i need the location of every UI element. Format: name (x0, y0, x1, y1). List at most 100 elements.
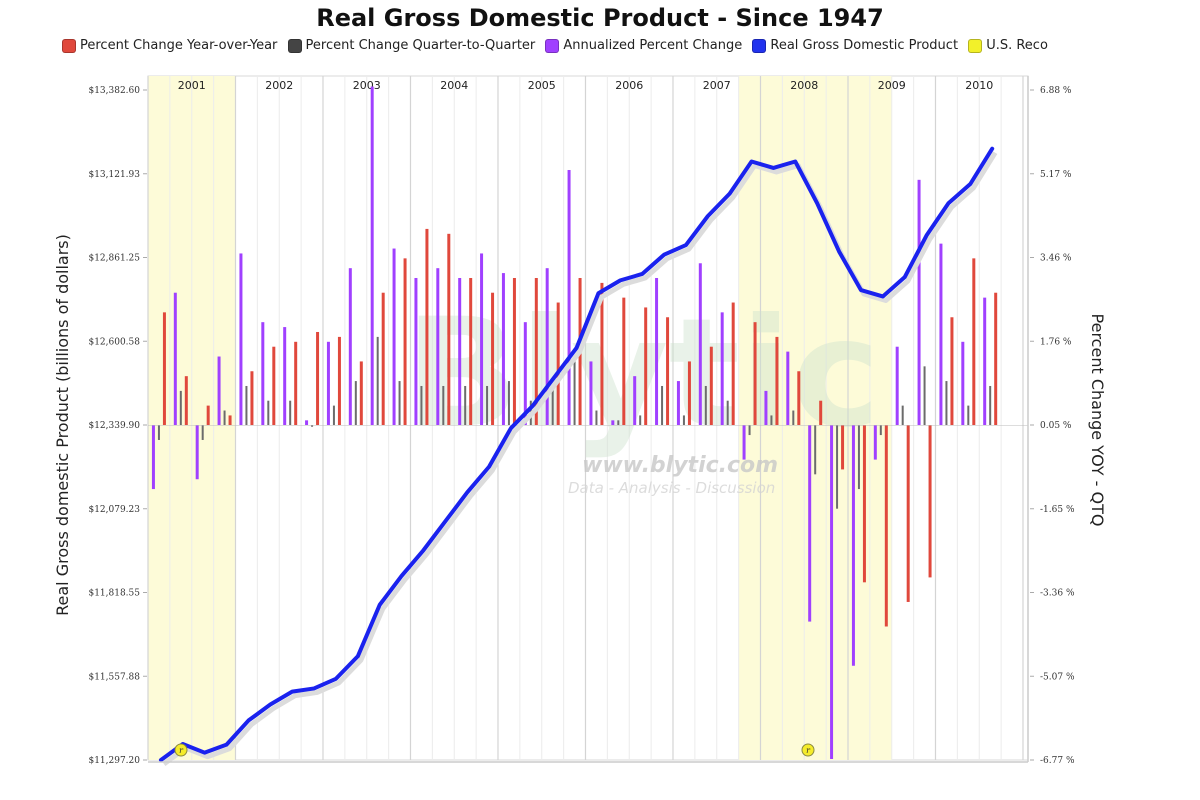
bar-annualized[interactable] (633, 376, 637, 426)
bar-qtq[interactable] (245, 385, 248, 426)
bar-annualized[interactable] (961, 341, 965, 426)
legend-item-qtq[interactable]: Percent Change Quarter-to-Quarter (287, 38, 535, 53)
bar-yoy[interactable] (797, 371, 801, 426)
legend-item-yoy[interactable]: Percent Change Year-over-Year (62, 38, 277, 53)
bar-annualized[interactable] (808, 425, 812, 622)
bar-annualized[interactable] (305, 420, 309, 426)
bar-annualized[interactable] (676, 381, 680, 426)
bar-qtq[interactable] (639, 415, 642, 426)
bar-yoy[interactable] (337, 336, 341, 426)
bar-yoy[interactable] (316, 331, 320, 426)
bar-yoy[interactable] (972, 258, 976, 426)
bar-yoy[interactable] (884, 425, 888, 627)
bar-qtq[interactable] (879, 425, 882, 436)
bar-annualized[interactable] (873, 425, 877, 460)
bar-annualized[interactable] (611, 420, 615, 426)
bar-yoy[interactable] (534, 277, 538, 426)
bar-qtq[interactable] (682, 415, 685, 426)
bar-yoy[interactable] (556, 302, 560, 426)
bar-yoy[interactable] (687, 361, 691, 426)
bar-yoy[interactable] (491, 292, 495, 426)
bar-qtq[interactable] (704, 385, 707, 426)
bar-annualized[interactable] (917, 179, 921, 426)
recession-marker[interactable]: r (174, 743, 188, 757)
bar-yoy[interactable] (294, 341, 298, 426)
bar-qtq[interactable] (748, 425, 751, 436)
bar-annualized[interactable] (392, 248, 396, 426)
bar-yoy[interactable] (228, 415, 232, 426)
bar-yoy[interactable] (775, 336, 779, 426)
bar-qtq[interactable] (442, 385, 445, 426)
bar-qtq[interactable] (551, 385, 554, 426)
bar-yoy[interactable] (250, 371, 254, 426)
bar-yoy[interactable] (666, 317, 670, 426)
bar-qtq[interactable] (179, 390, 182, 426)
bar-annualized[interactable] (545, 268, 549, 426)
bar-yoy[interactable] (359, 361, 363, 426)
bar-yoy[interactable] (950, 317, 954, 426)
bar-qtq[interactable] (289, 400, 292, 426)
bar-qtq[interactable] (332, 405, 335, 426)
bar-qtq[interactable] (989, 385, 992, 426)
bar-annualized[interactable] (217, 356, 221, 426)
bar-annualized[interactable] (764, 390, 768, 426)
bar-qtq[interactable] (311, 425, 314, 427)
legend-item-annualized[interactable]: Annualized Percent Change (545, 38, 742, 53)
bar-annualized[interactable] (239, 253, 243, 426)
bar-qtq[interactable] (726, 400, 729, 426)
bar-yoy[interactable] (644, 307, 648, 426)
bar-qtq[interactable] (595, 410, 598, 426)
bar-annualized[interactable] (261, 322, 265, 426)
bar-qtq[interactable] (661, 385, 664, 426)
bar-yoy[interactable] (906, 425, 910, 602)
bar-qtq[interactable] (398, 381, 401, 426)
bar-yoy[interactable] (841, 425, 845, 470)
bar-qtq[interactable] (857, 425, 860, 490)
bar-yoy[interactable] (862, 425, 866, 583)
bar-qtq[interactable] (486, 385, 489, 426)
bar-yoy[interactable] (753, 322, 757, 426)
bar-annualized[interactable] (983, 297, 987, 426)
bar-yoy[interactable] (928, 425, 932, 578)
bar-qtq[interactable] (573, 361, 576, 426)
bar-qtq[interactable] (420, 385, 423, 426)
bar-annualized[interactable] (786, 351, 790, 426)
bar-annualized[interactable] (370, 86, 374, 426)
bar-annualized[interactable] (720, 312, 724, 426)
bar-annualized[interactable] (151, 425, 155, 490)
bar-yoy[interactable] (447, 233, 451, 426)
bar-annualized[interactable] (851, 425, 855, 666)
bar-annualized[interactable] (458, 277, 462, 426)
bar-yoy[interactable] (403, 258, 407, 426)
bar-yoy[interactable] (184, 376, 188, 426)
bar-qtq[interactable] (267, 400, 270, 426)
bar-qtq[interactable] (836, 425, 839, 509)
bar-qtq[interactable] (923, 366, 926, 426)
bar-yoy[interactable] (994, 292, 998, 426)
bar-qtq[interactable] (792, 410, 795, 426)
bar-annualized[interactable] (480, 253, 484, 426)
bar-annualized[interactable] (698, 263, 702, 426)
bar-qtq[interactable] (945, 381, 948, 426)
bar-annualized[interactable] (895, 346, 899, 426)
bar-qtq[interactable] (376, 336, 379, 426)
bar-yoy[interactable] (272, 346, 276, 426)
bar-yoy[interactable] (709, 346, 713, 426)
bar-qtq[interactable] (967, 405, 970, 426)
bar-qtq[interactable] (157, 425, 160, 440)
bar-yoy[interactable] (512, 277, 516, 426)
bar-annualized[interactable] (414, 277, 418, 426)
bar-annualized[interactable] (173, 292, 177, 426)
bar-annualized[interactable] (326, 341, 330, 426)
legend-item-recession[interactable]: U.S. Reco (968, 38, 1048, 53)
legend-item-gdp[interactable]: Real Gross Domestic Product (752, 38, 958, 53)
bar-yoy[interactable] (381, 292, 385, 426)
bar-annualized[interactable] (567, 170, 571, 426)
bar-qtq[interactable] (354, 381, 357, 426)
bar-annualized[interactable] (939, 243, 943, 426)
bar-qtq[interactable] (201, 425, 204, 440)
bar-qtq[interactable] (223, 410, 226, 426)
bar-yoy[interactable] (819, 400, 823, 426)
bar-yoy[interactable] (469, 277, 473, 426)
bar-yoy[interactable] (622, 297, 626, 426)
